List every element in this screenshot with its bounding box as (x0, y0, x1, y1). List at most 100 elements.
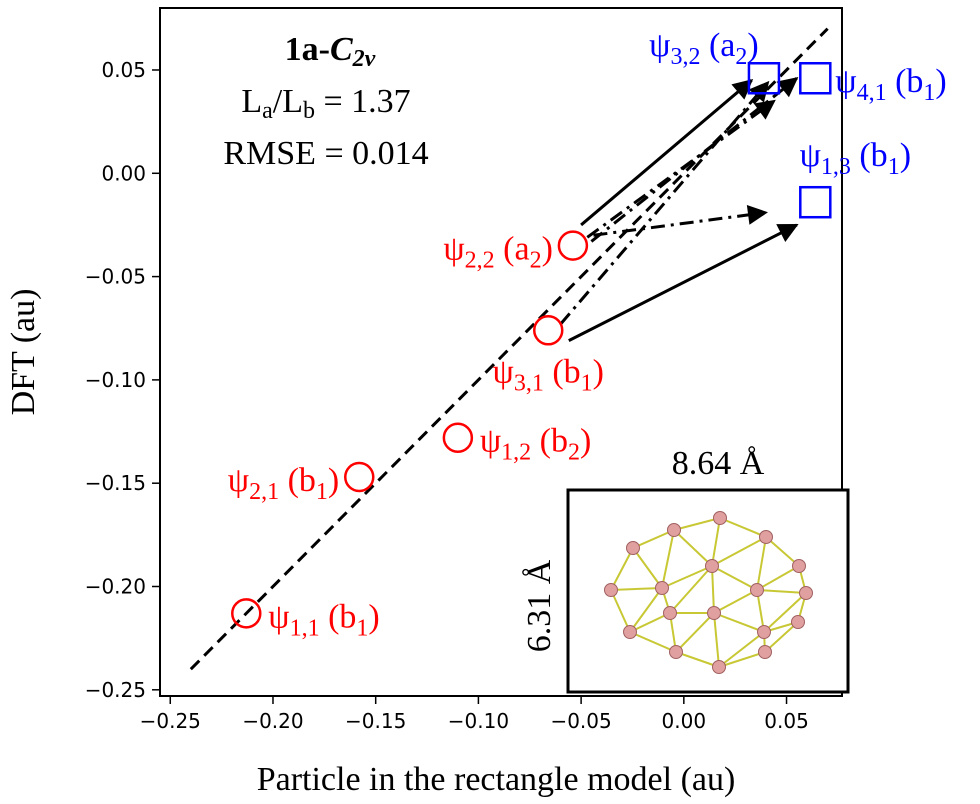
cluster-bond (632, 547, 663, 589)
cluster-bond (675, 651, 720, 668)
transition-arrow (580, 79, 754, 227)
cluster-bond (765, 536, 800, 567)
x-tick-label: −0.20 (242, 709, 303, 733)
cluster-bond (711, 565, 715, 614)
cluster-bond (713, 612, 765, 633)
cluster-bond (756, 565, 800, 591)
cluster-bond (675, 612, 715, 653)
cluster-bond (756, 589, 765, 633)
cluster-bond (763, 592, 807, 633)
x-tick-label: −0.05 (550, 709, 611, 733)
occupied-series: ψ1,1 (b1) ψ2,1 (b1) ψ1,2 (b2) ψ3,1 (b1) ψ2,2… (228, 230, 604, 641)
occupied-point (231, 598, 262, 629)
cluster-bond (610, 547, 634, 591)
cluster-atom (655, 581, 669, 595)
info-block: 1a-C2v La/Lb = 1.37 RMSE = 0.014 (223, 31, 428, 172)
cluster-bond (756, 589, 807, 594)
unoccupied-point (799, 61, 832, 95)
cluster-atom (604, 583, 618, 597)
inset-height-label: 6.31 Å (521, 559, 558, 652)
plot-area (159, 7, 843, 697)
x-axis-ticks: −0.25 −0.20 −0.15 −0.10 −0.05 0.00 0.05 (140, 696, 809, 733)
cluster-atom (707, 606, 721, 620)
cluster-atom (712, 660, 726, 674)
cluster-bond (661, 565, 713, 589)
cluster-bond (632, 529, 675, 549)
length-ratio: La/Lb = 1.37 (241, 83, 410, 124)
transition-arrows (559, 77, 799, 342)
cluster-atom (758, 645, 772, 659)
inset-width-label: 8.64 Å (672, 445, 765, 482)
cluster-atom (792, 559, 806, 573)
cluster-bond (764, 621, 799, 653)
cluster-bond (719, 517, 767, 538)
cluster-bond (718, 631, 765, 668)
x-tick-label: −0.15 (345, 709, 406, 733)
unoccupied-point (747, 61, 781, 95)
cluster-atom (705, 559, 719, 573)
occupied-point-label: ψ2,1 (b1) (228, 462, 339, 505)
y-tick-label: −0.25 (85, 678, 146, 702)
cluster-bond (629, 612, 671, 633)
cluster-bond (673, 529, 713, 567)
cluster-atom (713, 511, 727, 525)
occupied-point (442, 422, 474, 453)
occupied-point (532, 315, 564, 346)
cluster-bond (713, 612, 720, 668)
transition-arrow (593, 204, 768, 237)
y-tick-label: 0.00 (101, 161, 146, 185)
occupied-point-label: ψ1,2 (b2) (480, 423, 591, 466)
cluster-bond (713, 589, 758, 614)
cluster-atom (663, 606, 677, 620)
unoccupied-point-label: ψ3,2 (a2) (649, 27, 759, 70)
transition-arrow (590, 77, 799, 243)
x-tick-label: 0.00 (662, 709, 707, 733)
cluster-bond (610, 587, 663, 591)
cluster-atom (667, 523, 681, 537)
x-axis-title: Particle in the rectangle model (au) (257, 761, 736, 798)
y-axis-ticks: −0.25 −0.20 −0.15 −0.10 −0.05 0.00 0.05 (85, 58, 160, 702)
rmse-label: RMSE = 0.014 (223, 135, 428, 172)
x-tick-label: −0.25 (140, 709, 201, 733)
cluster-bond (661, 529, 675, 589)
cluster-bond (629, 587, 663, 633)
structure-inset: 8.64 Å 6.31 Å (521, 445, 850, 694)
cluster-bond (718, 651, 766, 668)
occupied-point-label: ψ2,2 (a2) (443, 231, 553, 274)
cluster-atom (623, 625, 637, 639)
cluster-bond (610, 589, 631, 633)
y-tick-label: −0.15 (85, 471, 146, 495)
cluster-atom (757, 625, 771, 639)
cluster-bond (669, 565, 713, 614)
unoccupied-point (799, 185, 832, 219)
cluster-bond (673, 517, 721, 531)
occupied-point (557, 230, 589, 261)
transition-arrow (586, 99, 776, 239)
cluster-atom (626, 541, 640, 555)
cluster-atom (750, 583, 764, 597)
cluster-bond (756, 536, 767, 591)
cluster-atom (799, 586, 813, 600)
transition-arrow (559, 80, 770, 326)
occupied-point-label: ψ1,1 (b1) (268, 598, 379, 641)
x-tick-label: 0.05 (764, 709, 809, 733)
y-tick-label: −0.05 (85, 265, 146, 289)
cluster-bond (629, 631, 677, 653)
cluster-atom (669, 645, 683, 659)
x-tick-label: −0.10 (448, 709, 509, 733)
occupied-point-label: ψ3,1 (b1) (493, 353, 604, 396)
unoccupied-series: ψ3,2 (a2) ψ4,1 (b1) ψ1,3 (b1) (649, 27, 947, 219)
y-tick-label: −0.10 (85, 368, 146, 392)
cluster-bond (711, 536, 767, 567)
cluster-structure (604, 511, 813, 674)
cluster-atom (759, 530, 773, 544)
y-axis-title: DFT (au) (5, 289, 42, 416)
fit-line (189, 27, 829, 671)
y-tick-label: 0.05 (101, 58, 146, 82)
chart-title: 1a-C2v (285, 31, 376, 72)
y-tick-label: −0.20 (85, 574, 146, 598)
unoccupied-point-label: ψ1,3 (b1) (800, 137, 911, 180)
unoccupied-point-label: ψ4,1 (b1) (835, 63, 946, 106)
cluster-bond (711, 565, 758, 591)
